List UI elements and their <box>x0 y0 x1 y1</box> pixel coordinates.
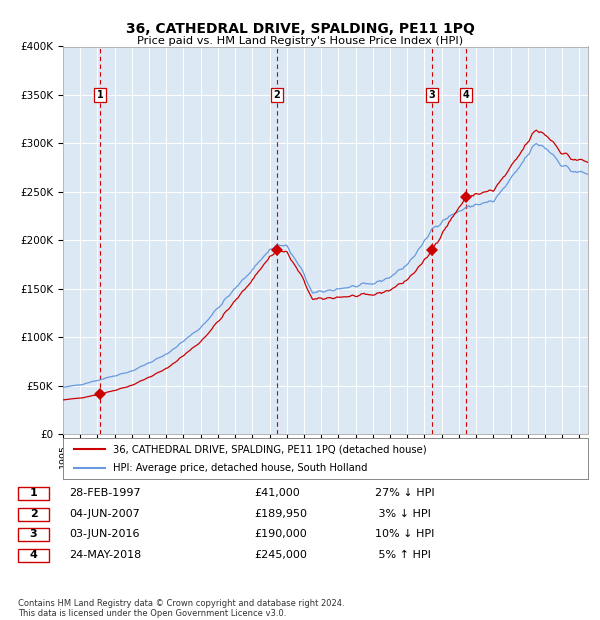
Text: 04-JUN-2007: 04-JUN-2007 <box>70 509 140 519</box>
Text: £189,950: £189,950 <box>254 509 307 519</box>
Text: 2: 2 <box>274 90 280 100</box>
Text: 1: 1 <box>97 90 104 100</box>
Text: 3: 3 <box>428 90 435 100</box>
FancyBboxPatch shape <box>18 549 49 562</box>
Text: 1: 1 <box>30 489 37 498</box>
Text: 27% ↓ HPI: 27% ↓ HPI <box>375 489 434 498</box>
Text: 24-MAY-2018: 24-MAY-2018 <box>70 550 142 560</box>
Text: 10% ↓ HPI: 10% ↓ HPI <box>375 529 434 539</box>
Text: 4: 4 <box>463 90 469 100</box>
Text: 28-FEB-1997: 28-FEB-1997 <box>70 489 141 498</box>
Text: £245,000: £245,000 <box>254 550 307 560</box>
Text: 3: 3 <box>30 529 37 539</box>
Text: 36, CATHEDRAL DRIVE, SPALDING, PE11 1PQ: 36, CATHEDRAL DRIVE, SPALDING, PE11 1PQ <box>125 22 475 36</box>
FancyBboxPatch shape <box>18 508 49 521</box>
Text: Contains HM Land Registry data © Crown copyright and database right 2024.
This d: Contains HM Land Registry data © Crown c… <box>18 599 344 618</box>
Text: 2: 2 <box>30 509 37 519</box>
Text: Price paid vs. HM Land Registry's House Price Index (HPI): Price paid vs. HM Land Registry's House … <box>137 36 463 46</box>
Text: 3% ↓ HPI: 3% ↓ HPI <box>375 509 431 519</box>
Text: 5% ↑ HPI: 5% ↑ HPI <box>375 550 431 560</box>
Text: 36, CATHEDRAL DRIVE, SPALDING, PE11 1PQ (detached house): 36, CATHEDRAL DRIVE, SPALDING, PE11 1PQ … <box>113 444 427 454</box>
FancyBboxPatch shape <box>18 487 49 500</box>
Text: £190,000: £190,000 <box>254 529 307 539</box>
FancyBboxPatch shape <box>18 528 49 541</box>
Text: £41,000: £41,000 <box>254 489 299 498</box>
Text: HPI: Average price, detached house, South Holland: HPI: Average price, detached house, Sout… <box>113 463 367 473</box>
Text: 4: 4 <box>29 550 38 560</box>
Text: 03-JUN-2016: 03-JUN-2016 <box>70 529 140 539</box>
